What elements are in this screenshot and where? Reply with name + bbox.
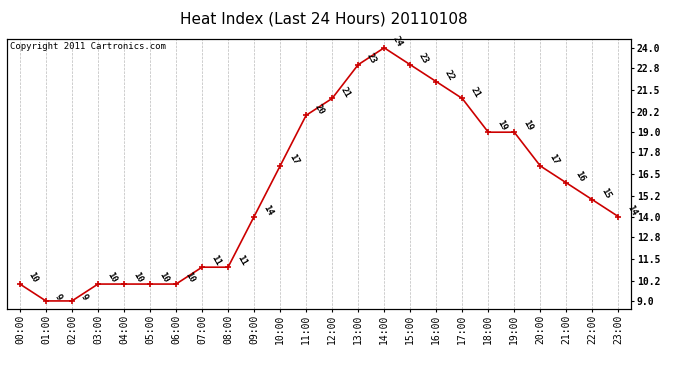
Text: 9: 9 bbox=[53, 292, 63, 302]
Text: 10: 10 bbox=[27, 271, 40, 285]
Text: Copyright 2011 Cartronics.com: Copyright 2011 Cartronics.com bbox=[10, 42, 166, 51]
Text: 14: 14 bbox=[261, 203, 274, 217]
Text: Heat Index (Last 24 Hours) 20110108: Heat Index (Last 24 Hours) 20110108 bbox=[181, 11, 468, 26]
Text: 9: 9 bbox=[79, 292, 90, 302]
Text: 10: 10 bbox=[157, 271, 170, 285]
Text: 11: 11 bbox=[235, 254, 248, 268]
Text: 10: 10 bbox=[183, 271, 196, 285]
Text: 21: 21 bbox=[469, 85, 482, 99]
Text: 11: 11 bbox=[209, 254, 222, 268]
Text: 16: 16 bbox=[573, 170, 586, 183]
Text: 23: 23 bbox=[417, 51, 431, 65]
Text: 10: 10 bbox=[131, 271, 144, 285]
Text: 24: 24 bbox=[391, 34, 404, 48]
Text: 10: 10 bbox=[105, 271, 118, 285]
Text: 22: 22 bbox=[443, 68, 456, 82]
Text: 21: 21 bbox=[339, 85, 353, 99]
Text: 17: 17 bbox=[547, 153, 560, 166]
Text: 15: 15 bbox=[600, 186, 613, 200]
Text: 23: 23 bbox=[365, 51, 378, 65]
Text: 19: 19 bbox=[495, 119, 509, 133]
Text: 14: 14 bbox=[625, 203, 638, 217]
Text: 20: 20 bbox=[313, 102, 326, 116]
Text: 19: 19 bbox=[521, 119, 534, 133]
Text: 17: 17 bbox=[287, 153, 300, 166]
